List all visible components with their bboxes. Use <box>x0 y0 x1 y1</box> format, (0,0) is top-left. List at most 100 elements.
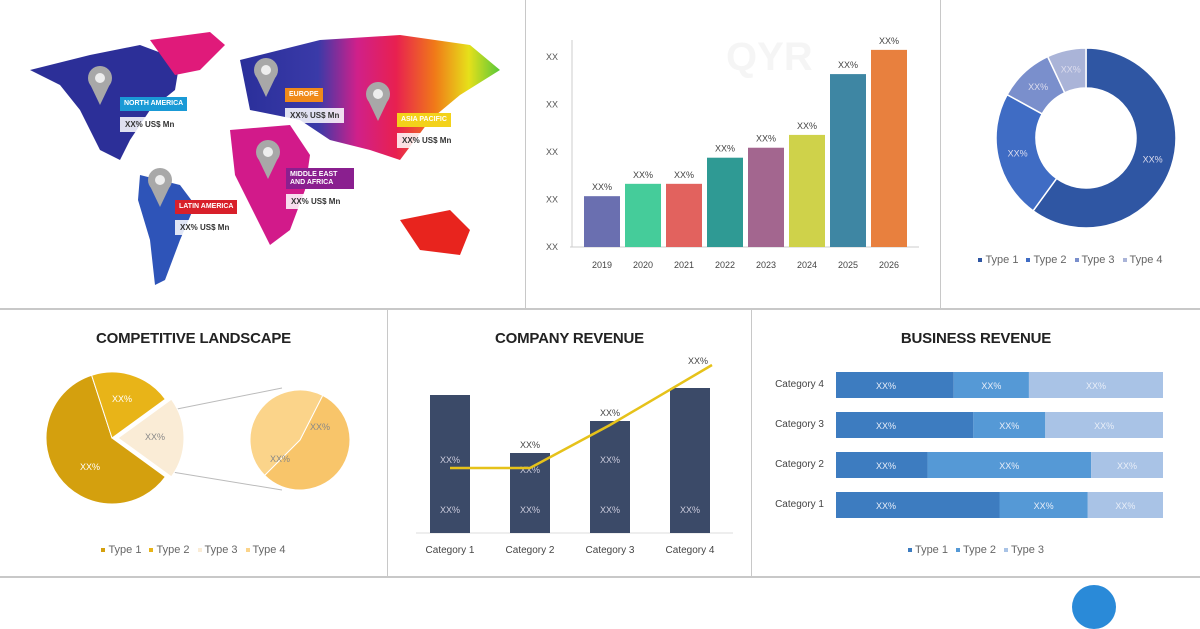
region-label: EUROPE <box>285 88 323 102</box>
region-label: MIDDLE EAST AND AFRICA <box>286 168 354 190</box>
x-tick-label: Category 1 <box>426 545 475 556</box>
data-label: XX% <box>440 505 460 515</box>
data-label: XX% <box>80 462 100 472</box>
x-tick-label: 2019 <box>592 260 612 270</box>
watermark: QYR <box>726 35 813 79</box>
legend-label: Type 4 <box>1129 254 1163 266</box>
y-tick-label: XX <box>546 100 558 110</box>
x-tick-label: 2021 <box>674 260 694 270</box>
data-label: XX% <box>633 170 653 180</box>
data-label: XX% <box>600 408 620 418</box>
data-label: XX% <box>1034 501 1054 511</box>
data-label: XX% <box>520 465 540 475</box>
data-label: XX% <box>1094 421 1114 431</box>
x-tick-label: 2026 <box>879 260 899 270</box>
data-label: XX% <box>876 461 896 471</box>
bar-segment-Type 2 <box>999 492 1088 518</box>
trend-line <box>450 363 713 470</box>
line-end-label: XX% <box>688 356 708 366</box>
x-tick-label: 2022 <box>715 260 735 270</box>
legend-swatch <box>149 548 154 552</box>
legend-swatch <box>101 548 106 552</box>
legend-item: Type 4 <box>1122 254 1163 266</box>
y-tick-label: Category 3 <box>775 419 824 430</box>
x-tick-label: 2020 <box>633 260 653 270</box>
x-tick-label: 2023 <box>756 260 776 270</box>
data-label: XX% <box>520 505 540 515</box>
x-tick-label: Category 2 <box>506 545 555 556</box>
secondary-pie-slice <box>249 389 324 477</box>
region-label: LATIN AMERICA <box>175 200 238 214</box>
region-label: NORTH AMERICA <box>120 97 188 111</box>
legend-swatch <box>1122 258 1127 262</box>
data-label: XX% <box>592 182 612 192</box>
data-label: XX% <box>1028 82 1048 92</box>
data-label: XX% <box>440 455 460 465</box>
legend-item: Type 3 <box>197 544 238 556</box>
y-tick-label: Category 2 <box>775 459 824 470</box>
bar-segment-Type 2 <box>953 372 1029 398</box>
data-label: XX% <box>1061 65 1081 75</box>
data-label: XX% <box>999 461 1019 471</box>
data-label: XX% <box>1117 461 1137 471</box>
segment-donut-chart: XX% XX% XX% XX% <box>995 47 1177 229</box>
bar-Category 2 <box>510 453 550 533</box>
bar-segment-Type 1 <box>836 492 1000 518</box>
regional-map-panel: NORTH AMERICA XX% US$ Mn EUROPE XX% US$ Mn A… <box>0 0 525 308</box>
region-value: XX% US$ Mn <box>120 117 180 132</box>
data-label: XX% <box>1115 501 1135 511</box>
location-pin-icon <box>256 140 280 179</box>
data-label: XX% <box>999 421 1019 431</box>
legend-swatch <box>955 548 960 552</box>
business-revenue-chart: Category 4 XX% XX% XX% Category 3 XX% XX% XX% Ca… <box>775 372 1163 518</box>
world-map <box>30 32 500 285</box>
data-label: XX% <box>879 36 899 46</box>
pie-slice-Type 2 <box>90 371 167 439</box>
legend-label: Type 2 <box>1033 254 1067 266</box>
data-label: XX% <box>1086 381 1106 391</box>
data-label: XX% <box>680 505 700 515</box>
bar-2026 <box>871 49 907 247</box>
legend-item: Type 3 <box>1074 254 1115 266</box>
data-label: XX% <box>981 381 1001 391</box>
competitive-landscape-chart: XX% XX% XX% XX% XX% <box>45 371 351 505</box>
x-tick-label: 2024 <box>797 260 817 270</box>
panel-title: COMPANY REVENUE <box>495 330 644 347</box>
data-label: XX% <box>715 144 735 154</box>
legend-label: Type 2 <box>156 544 190 556</box>
bar-segment-Type 1 <box>836 452 928 478</box>
company-revenue-panel: COMPANY REVENUE XX% XX% Category 1 XX% XX% XX… <box>388 310 751 576</box>
connector-line <box>171 387 283 411</box>
bar-2020 <box>625 183 661 247</box>
legend-label: Type 3 <box>1011 544 1045 556</box>
location-pin-icon <box>254 58 278 97</box>
donut-slice-Type 4 <box>1046 47 1087 94</box>
data-label: XX% <box>1008 148 1028 158</box>
data-label: XX% <box>876 421 896 431</box>
legend-label: Type 1 <box>985 254 1019 266</box>
bar-Category 4 <box>670 388 710 533</box>
africa-shape <box>230 125 310 245</box>
location-pin-icon <box>88 66 112 105</box>
company-revenue-chart: XX% XX% Category 1 XX% XX% XX% Category 2 XX% XX… <box>416 356 733 556</box>
y-tick-label: XX <box>546 147 558 157</box>
data-label: XX% <box>674 170 694 180</box>
legend-swatch <box>245 548 250 552</box>
data-label: XX% <box>1143 155 1163 165</box>
region-value: XX% US$ Mn <box>285 108 345 123</box>
legend-item: Type 1 <box>978 254 1018 266</box>
legend-swatch <box>197 548 202 552</box>
market-size-bar-chart-panel: QYR XX XX XX XX XX XX% 2019 XX% 2020 XX% 2021 XX% 20… <box>526 0 940 308</box>
data-label: XX% <box>145 432 165 442</box>
legend-label: Type 2 <box>962 544 997 556</box>
divider <box>387 310 388 576</box>
competitive-landscape-panel: COMPETITIVE LANDSCAPE XX% XX% XX% XX% XX% Ty… <box>0 310 387 576</box>
business-revenue-panel: BUSINESS REVENUE Category 4 XX% XX% XX% Cate… <box>752 310 1200 576</box>
legend-label: Type 1 <box>914 544 948 556</box>
legend-label: Type 1 <box>108 544 142 556</box>
bar-segment-Type 3 <box>1091 452 1163 478</box>
x-tick-label: Category 4 <box>666 545 715 556</box>
bar-segment-Type 3 <box>1087 492 1163 518</box>
legend-item: Type 3 <box>1004 544 1044 556</box>
panel-title: COMPETITIVE LANDSCAPE <box>96 330 291 347</box>
